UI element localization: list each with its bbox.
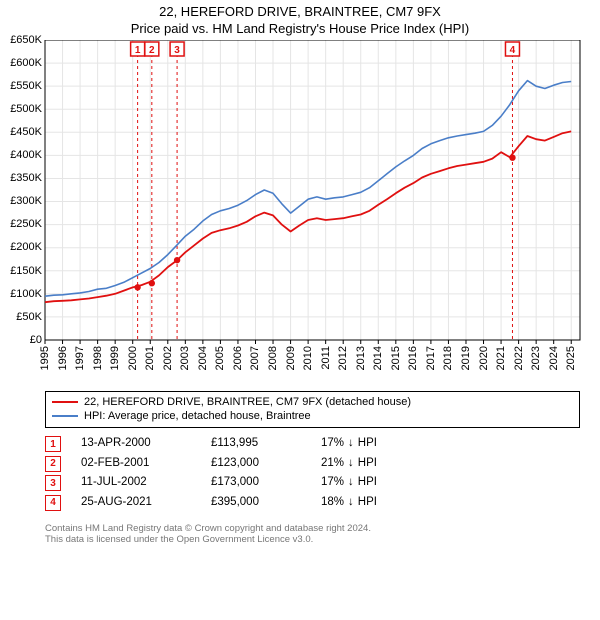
- sale-vs-hpi: 21%↓HPI: [321, 454, 421, 474]
- sale-suffix: HPI: [358, 434, 377, 454]
- legend-swatch: [52, 401, 78, 403]
- x-tick-label: 2023: [530, 346, 542, 370]
- x-tick-label: 2006: [232, 346, 244, 370]
- chart-title-block: 22, HEREFORD DRIVE, BRAINTREE, CM7 9FX P…: [0, 0, 600, 38]
- sales-row: 1 13-APR-2000 £113,995 17%↓HPI: [45, 434, 580, 454]
- svg-text:2: 2: [149, 45, 155, 56]
- legend-label: 22, HEREFORD DRIVE, BRAINTREE, CM7 9FX (…: [84, 395, 411, 409]
- sales-table: 113-APR-2000£113,99517%↓HPI202-FEB-2001£…: [45, 434, 580, 512]
- sale-date: 25-AUG-2021: [81, 493, 191, 513]
- x-tick-label: 1995: [39, 346, 51, 370]
- svg-text:1: 1: [135, 45, 141, 56]
- x-tick-label: 2000: [127, 346, 139, 370]
- x-tick-label: 1999: [109, 346, 121, 370]
- x-tick-label: 2011: [320, 346, 332, 370]
- sale-date: 13-APR-2000: [81, 434, 191, 454]
- x-tick-label: 2007: [249, 346, 261, 370]
- sales-row: 2 02-FEB-2001 £123,000 21%↓HPI: [45, 454, 580, 474]
- footer-line-1: Contains HM Land Registry data © Crown c…: [45, 523, 580, 535]
- sale-marker-box: 4: [45, 495, 61, 511]
- arrow-down-icon: ↓: [348, 493, 354, 513]
- x-tick-label: 2012: [337, 346, 349, 370]
- x-tick-labels: 1995 1996 1997 1998 1999 2000 2001 2002 2003 2004…: [0, 346, 600, 386]
- x-tick-label: 2001: [144, 346, 156, 370]
- sale-marker-box: 3: [45, 475, 61, 491]
- x-tick-label: 2016: [407, 346, 419, 370]
- legend-item: HPI: Average price, detached house, Brai…: [52, 409, 573, 423]
- sale-price: £113,995: [211, 434, 301, 454]
- title-line-2: Price paid vs. HM Land Registry's House …: [0, 21, 600, 38]
- sale-marker-box: 1: [45, 436, 61, 452]
- sale-pct: 17%: [321, 473, 344, 493]
- x-tick-label: 2005: [214, 346, 226, 370]
- y-tick-label: £500K: [2, 103, 42, 115]
- sale-price: £123,000: [211, 454, 301, 474]
- x-tick-label: 2025: [565, 346, 577, 370]
- sale-suffix: HPI: [358, 473, 377, 493]
- legend-item: 22, HEREFORD DRIVE, BRAINTREE, CM7 9FX (…: [52, 395, 573, 409]
- legend-swatch: [52, 415, 78, 417]
- sale-pct: 17%: [321, 434, 344, 454]
- x-tick-label: 2021: [495, 346, 507, 370]
- sale-date: 02-FEB-2001: [81, 454, 191, 474]
- x-tick-label: 1997: [74, 346, 86, 370]
- x-tick-label: 2024: [548, 346, 560, 370]
- x-tick-label: 2019: [460, 346, 472, 370]
- y-tick-label: £600K: [2, 57, 42, 69]
- attribution-footer: Contains HM Land Registry data © Crown c…: [45, 523, 580, 547]
- x-tick-label: 2020: [478, 346, 490, 370]
- legend: 22, HEREFORD DRIVE, BRAINTREE, CM7 9FX (…: [45, 391, 580, 429]
- arrow-down-icon: ↓: [348, 454, 354, 474]
- y-tick-label: £200K: [2, 241, 42, 253]
- y-tick-label: £0: [2, 334, 42, 346]
- x-tick-label: 1996: [57, 346, 69, 370]
- sale-vs-hpi: 18%↓HPI: [321, 493, 421, 513]
- sales-row: 4 25-AUG-2021 £395,000 18%↓HPI: [45, 493, 580, 513]
- x-tick-label: 2010: [302, 346, 314, 370]
- chart-area: £0 £50K £100K £150K £200K £250K £300K £350K £400…: [0, 40, 600, 385]
- x-tick-label: 2008: [267, 346, 279, 370]
- y-tick-label: £250K: [2, 218, 42, 230]
- x-tick-label: 2014: [372, 346, 384, 370]
- sale-pct: 21%: [321, 454, 344, 474]
- sale-date: 11-JUL-2002: [81, 473, 191, 493]
- legend-label: HPI: Average price, detached house, Brai…: [84, 409, 311, 423]
- sale-price: £173,000: [211, 473, 301, 493]
- y-tick-label: £150K: [2, 265, 42, 277]
- y-tick-label: £550K: [2, 80, 42, 92]
- x-tick-label: 2004: [197, 346, 209, 370]
- sales-row: 3 11-JUL-2002 £173,000 17%↓HPI: [45, 473, 580, 493]
- x-tick-label: 2018: [442, 346, 454, 370]
- y-tick-label: £350K: [2, 172, 42, 184]
- sale-pct: 18%: [321, 493, 344, 513]
- x-tick-label: 2003: [179, 346, 191, 370]
- sale-marker-box: 2: [45, 456, 61, 472]
- sale-vs-hpi: 17%↓HPI: [321, 434, 421, 454]
- arrow-down-icon: ↓: [348, 473, 354, 493]
- svg-text:3: 3: [174, 45, 180, 56]
- x-tick-label: 2022: [513, 346, 525, 370]
- x-tick-label: 2002: [162, 346, 174, 370]
- y-tick-label: £650K: [2, 34, 42, 46]
- x-tick-label: 2015: [390, 346, 402, 370]
- svg-text:4: 4: [510, 45, 516, 56]
- y-tick-label: £300K: [2, 195, 42, 207]
- x-tick-label: 1998: [92, 346, 104, 370]
- y-tick-label: £100K: [2, 288, 42, 300]
- footer-line-2: This data is licensed under the Open Gov…: [45, 534, 580, 546]
- sale-price: £395,000: [211, 493, 301, 513]
- y-tick-label: £450K: [2, 126, 42, 138]
- title-line-1: 22, HEREFORD DRIVE, BRAINTREE, CM7 9FX: [0, 4, 600, 21]
- y-tick-label: £400K: [2, 149, 42, 161]
- sale-suffix: HPI: [358, 493, 377, 513]
- sale-vs-hpi: 17%↓HPI: [321, 473, 421, 493]
- y-tick-label: £50K: [2, 311, 42, 323]
- x-tick-label: 2009: [285, 346, 297, 370]
- x-tick-label: 2017: [425, 346, 437, 370]
- arrow-down-icon: ↓: [348, 434, 354, 454]
- sale-suffix: HPI: [358, 454, 377, 474]
- y-tick-labels: £0£50K£100K£150K£200K£250K£300K£350K£400…: [0, 40, 42, 340]
- x-tick-label: 2013: [355, 346, 367, 370]
- chart-svg: 12 3 4: [0, 40, 600, 385]
